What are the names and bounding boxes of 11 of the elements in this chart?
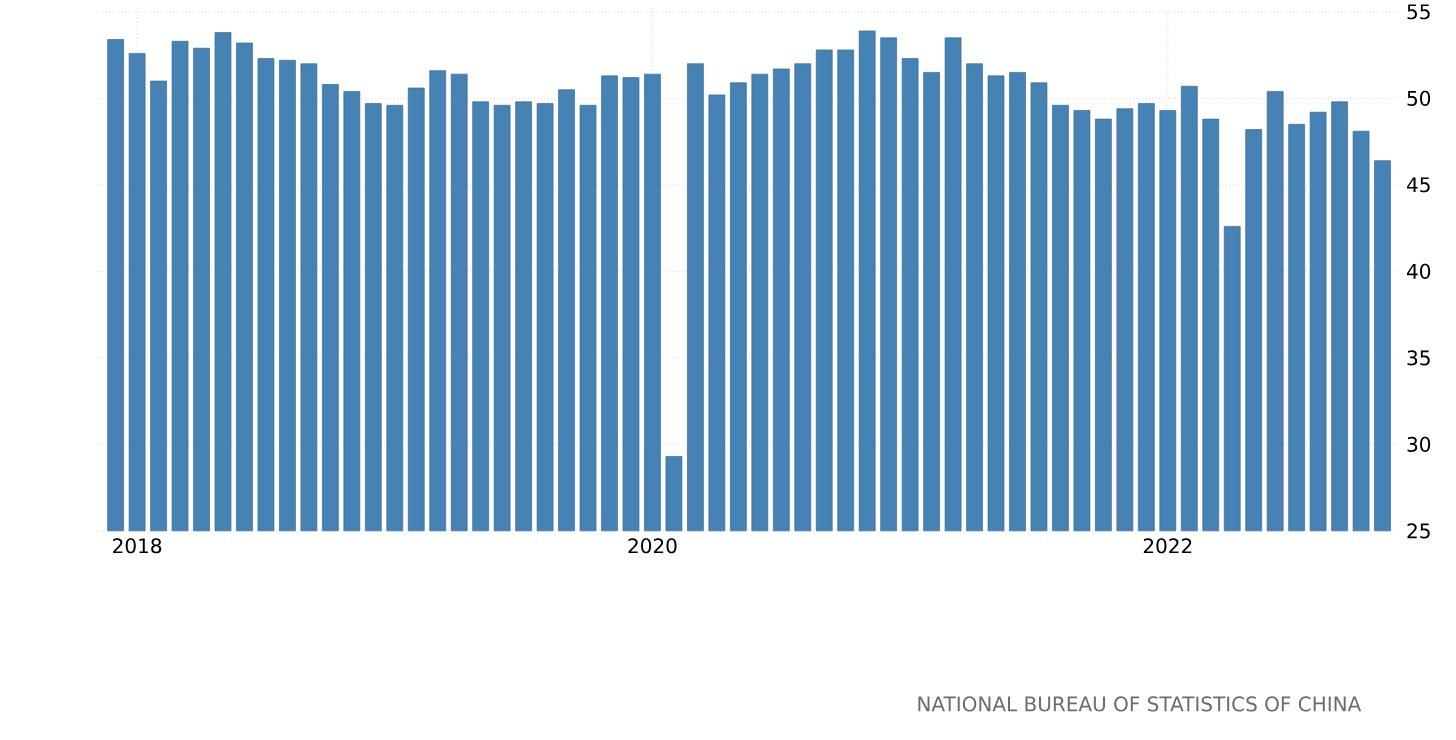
- x-tick-label: 2022: [1143, 538, 1192, 554]
- y-tick-label: 30: [1407, 436, 1431, 452]
- y-tick-label: 25: [1407, 523, 1430, 539]
- y-tick-label: 35: [1407, 350, 1430, 366]
- y-tick-label: 40: [1407, 263, 1431, 279]
- y-tick-label: 50: [1407, 90, 1431, 106]
- y-tick-label: 55: [1407, 4, 1430, 20]
- x-tick-label: 2020: [628, 538, 677, 554]
- y-tick-label: 45: [1407, 177, 1430, 193]
- text: NATIONAL BUREAU OF STATISTICS OF CHINA: [918, 696, 1362, 712]
- x-tick-label: 2018: [113, 538, 162, 554]
